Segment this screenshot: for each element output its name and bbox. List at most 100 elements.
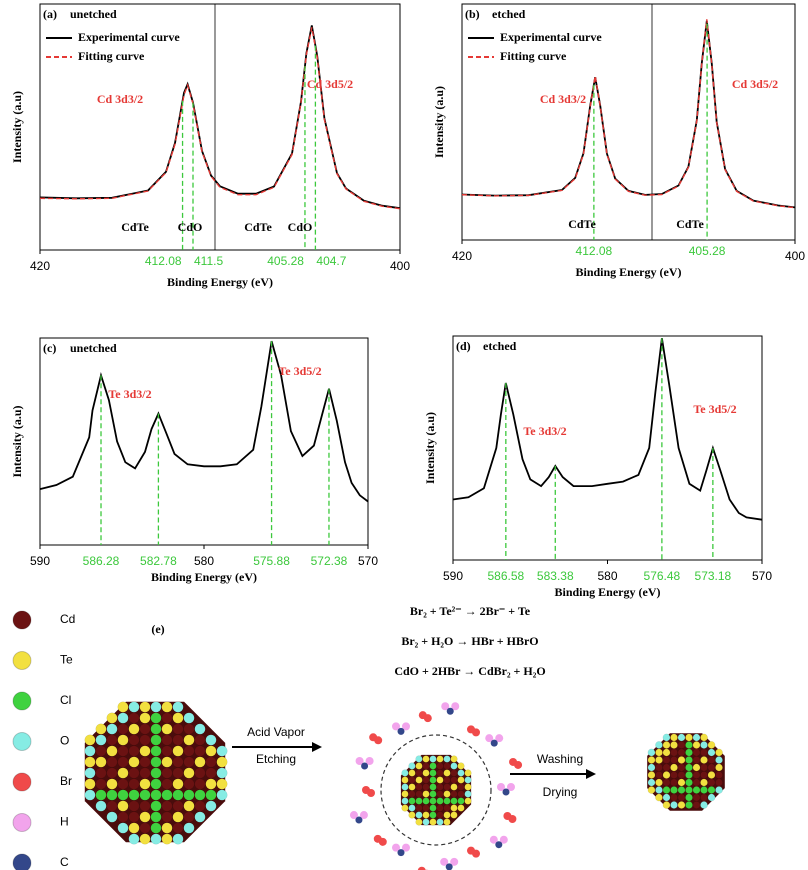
atom	[183, 712, 195, 724]
atom	[422, 776, 430, 784]
atom	[415, 762, 423, 770]
atom	[128, 789, 140, 801]
atom	[150, 833, 162, 845]
atom	[183, 723, 195, 735]
peak-label: 411.5	[194, 254, 223, 268]
atom	[670, 748, 678, 757]
x-tick-label: 570	[752, 569, 772, 583]
atom	[685, 771, 693, 779]
atom	[161, 712, 173, 724]
x-tick-label: 400	[785, 249, 805, 263]
atom	[117, 811, 129, 823]
atom	[707, 778, 716, 787]
atom	[457, 783, 465, 791]
atom	[450, 804, 458, 812]
atom	[700, 733, 708, 742]
atom	[117, 701, 129, 713]
atom	[670, 778, 678, 787]
atom	[205, 734, 217, 746]
atom	[429, 755, 437, 763]
atom	[183, 789, 195, 801]
atom	[128, 723, 140, 735]
atom	[161, 745, 173, 757]
atom	[436, 811, 444, 819]
atom	[150, 745, 162, 757]
molecule-h	[359, 811, 368, 820]
peak-label: 405.28	[689, 244, 726, 258]
atom	[647, 756, 656, 764]
atom	[700, 741, 708, 749]
atom	[429, 811, 437, 819]
atom	[443, 797, 451, 805]
atom	[429, 790, 437, 798]
y-axis-label: Intensity (a.u)	[10, 91, 24, 163]
atom	[429, 804, 437, 812]
atom	[662, 756, 671, 764]
atom	[457, 797, 465, 805]
atom	[655, 748, 663, 757]
component-label: CdO	[288, 220, 313, 234]
atom	[436, 790, 444, 798]
atom	[707, 763, 716, 772]
molecule-c	[445, 863, 453, 870]
atom	[408, 804, 416, 812]
atom	[117, 789, 129, 801]
atom	[95, 745, 107, 757]
atom	[183, 734, 195, 746]
peak-name: Cd 3d3/2	[540, 92, 586, 106]
atom	[205, 800, 217, 812]
atom	[422, 811, 430, 819]
atom	[139, 811, 151, 823]
atom	[422, 755, 430, 763]
molecule-h	[495, 734, 504, 743]
atom	[670, 763, 678, 772]
atom	[106, 789, 118, 801]
atom	[172, 778, 184, 790]
atom	[450, 755, 458, 763]
panel-label: (c)	[43, 341, 56, 355]
panel-label: (b)	[465, 7, 480, 21]
molecule-br	[514, 760, 523, 769]
atom	[84, 745, 96, 757]
atom	[128, 734, 140, 746]
legend-atom-label: Cd	[60, 612, 75, 626]
atom	[450, 776, 458, 784]
panel-title: etched	[492, 7, 526, 21]
molecule-br	[472, 849, 480, 858]
y-axis-label: Intensity (a.u)	[10, 405, 24, 477]
atom	[205, 745, 217, 757]
atom	[429, 769, 437, 777]
reaction-zone	[380, 734, 492, 846]
spectrum-curve	[452, 338, 763, 521]
atom	[450, 797, 458, 805]
atom	[161, 822, 173, 834]
legend-atom	[12, 853, 32, 870]
legend-label: Experimental curve	[78, 30, 180, 44]
atom	[464, 797, 472, 805]
molecule-c	[355, 816, 363, 824]
atom	[161, 778, 173, 790]
atom	[172, 800, 184, 812]
atom	[150, 734, 162, 746]
atom	[692, 778, 701, 787]
atom	[670, 756, 678, 764]
atom	[84, 778, 96, 790]
atom	[429, 762, 437, 770]
atom	[139, 833, 151, 845]
peak-label: 405.28	[267, 254, 304, 268]
atom	[457, 790, 465, 798]
atom	[685, 756, 693, 764]
peak-name: Cd 3d3/2	[97, 92, 143, 106]
legend-label: Experimental curve	[500, 30, 602, 44]
atom	[707, 786, 716, 794]
atom	[161, 734, 173, 746]
peak-name: Te 3d5/2	[693, 402, 736, 416]
peak-label: 582.78	[140, 554, 177, 568]
molecule-h	[365, 757, 374, 766]
atom	[662, 763, 671, 772]
atom	[670, 793, 678, 802]
atom	[685, 793, 693, 802]
molecule-c	[397, 849, 405, 857]
peak-label: 576.48	[644, 569, 681, 583]
atom	[422, 804, 430, 812]
